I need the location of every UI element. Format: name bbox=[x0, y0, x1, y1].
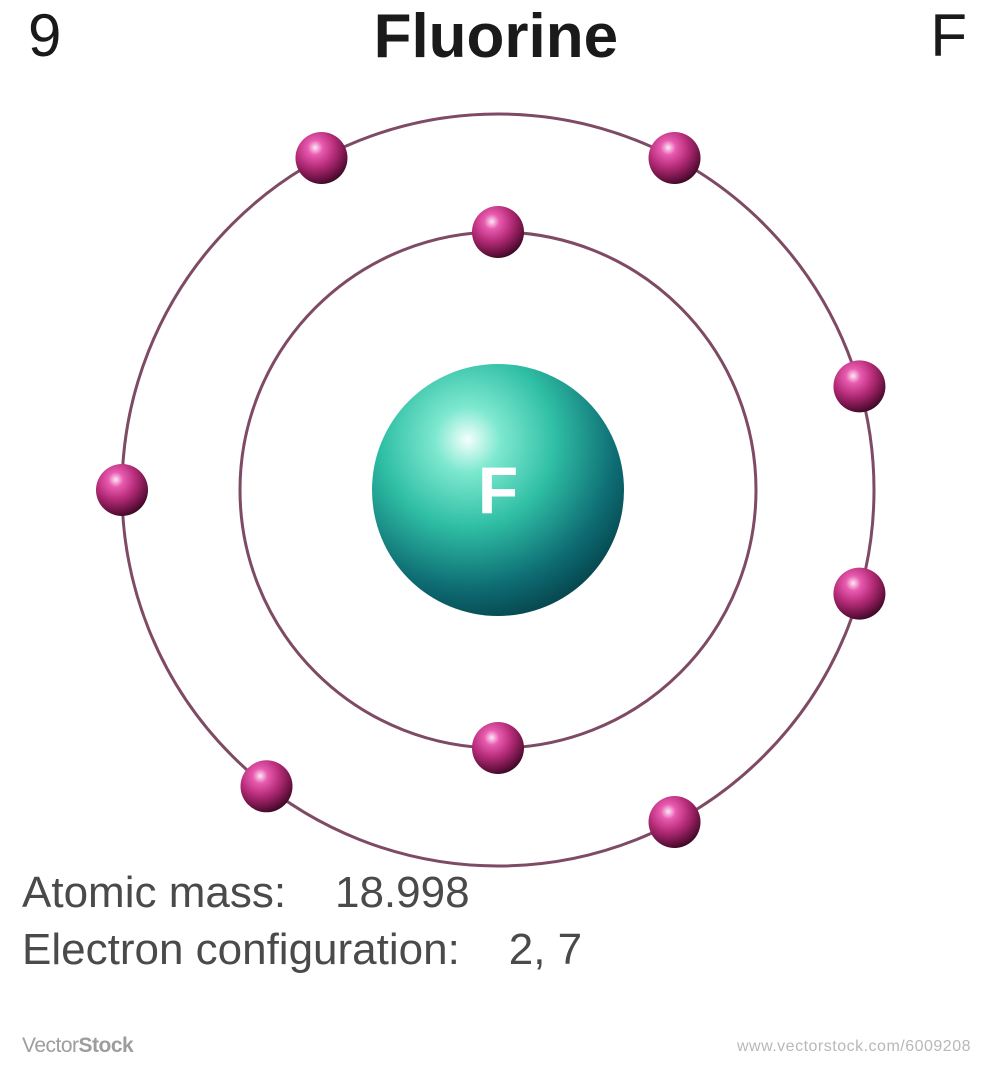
element-name: Fluorine bbox=[374, 6, 619, 68]
electron-shell2-7 bbox=[833, 360, 885, 412]
electron-shell1-2 bbox=[472, 722, 524, 774]
nucleus-label: F bbox=[477, 453, 517, 527]
footer-info: Atomic mass: 18.998 Electron configurati… bbox=[22, 865, 582, 978]
electron-shell2-5 bbox=[648, 796, 700, 848]
atom-svg: F bbox=[38, 60, 958, 930]
electron-shell2-2 bbox=[295, 132, 347, 184]
header: 9 Fluorine F bbox=[0, 0, 995, 68]
atomic-mass-label: Atomic mass: bbox=[22, 868, 286, 917]
element-symbol-header: F bbox=[930, 6, 967, 66]
electron-config-value: 2, 7 bbox=[509, 925, 582, 974]
electron-shell2-6 bbox=[833, 568, 885, 620]
electron-shell2-4 bbox=[240, 760, 292, 812]
electron-config-label: Electron configuration: bbox=[22, 925, 460, 974]
watermark-logo-bold: Stock bbox=[79, 1034, 134, 1057]
watermark-logo-light: Vector bbox=[22, 1034, 79, 1057]
electron-shell2-1 bbox=[648, 132, 700, 184]
electron-config-row: Electron configuration: 2, 7 bbox=[22, 922, 582, 978]
atomic-mass-row: Atomic mass: 18.998 bbox=[22, 865, 582, 921]
watermark-id: www.vectorstock.com/6009208 bbox=[737, 1038, 971, 1056]
atom-diagram: F bbox=[38, 60, 958, 935]
watermark-logo: VectorStock bbox=[22, 1034, 133, 1058]
electron-shell1-1 bbox=[472, 206, 524, 258]
atomic-mass-value: 18.998 bbox=[335, 868, 470, 917]
electron-shell2-3 bbox=[96, 464, 148, 516]
atomic-number: 9 bbox=[28, 6, 61, 66]
